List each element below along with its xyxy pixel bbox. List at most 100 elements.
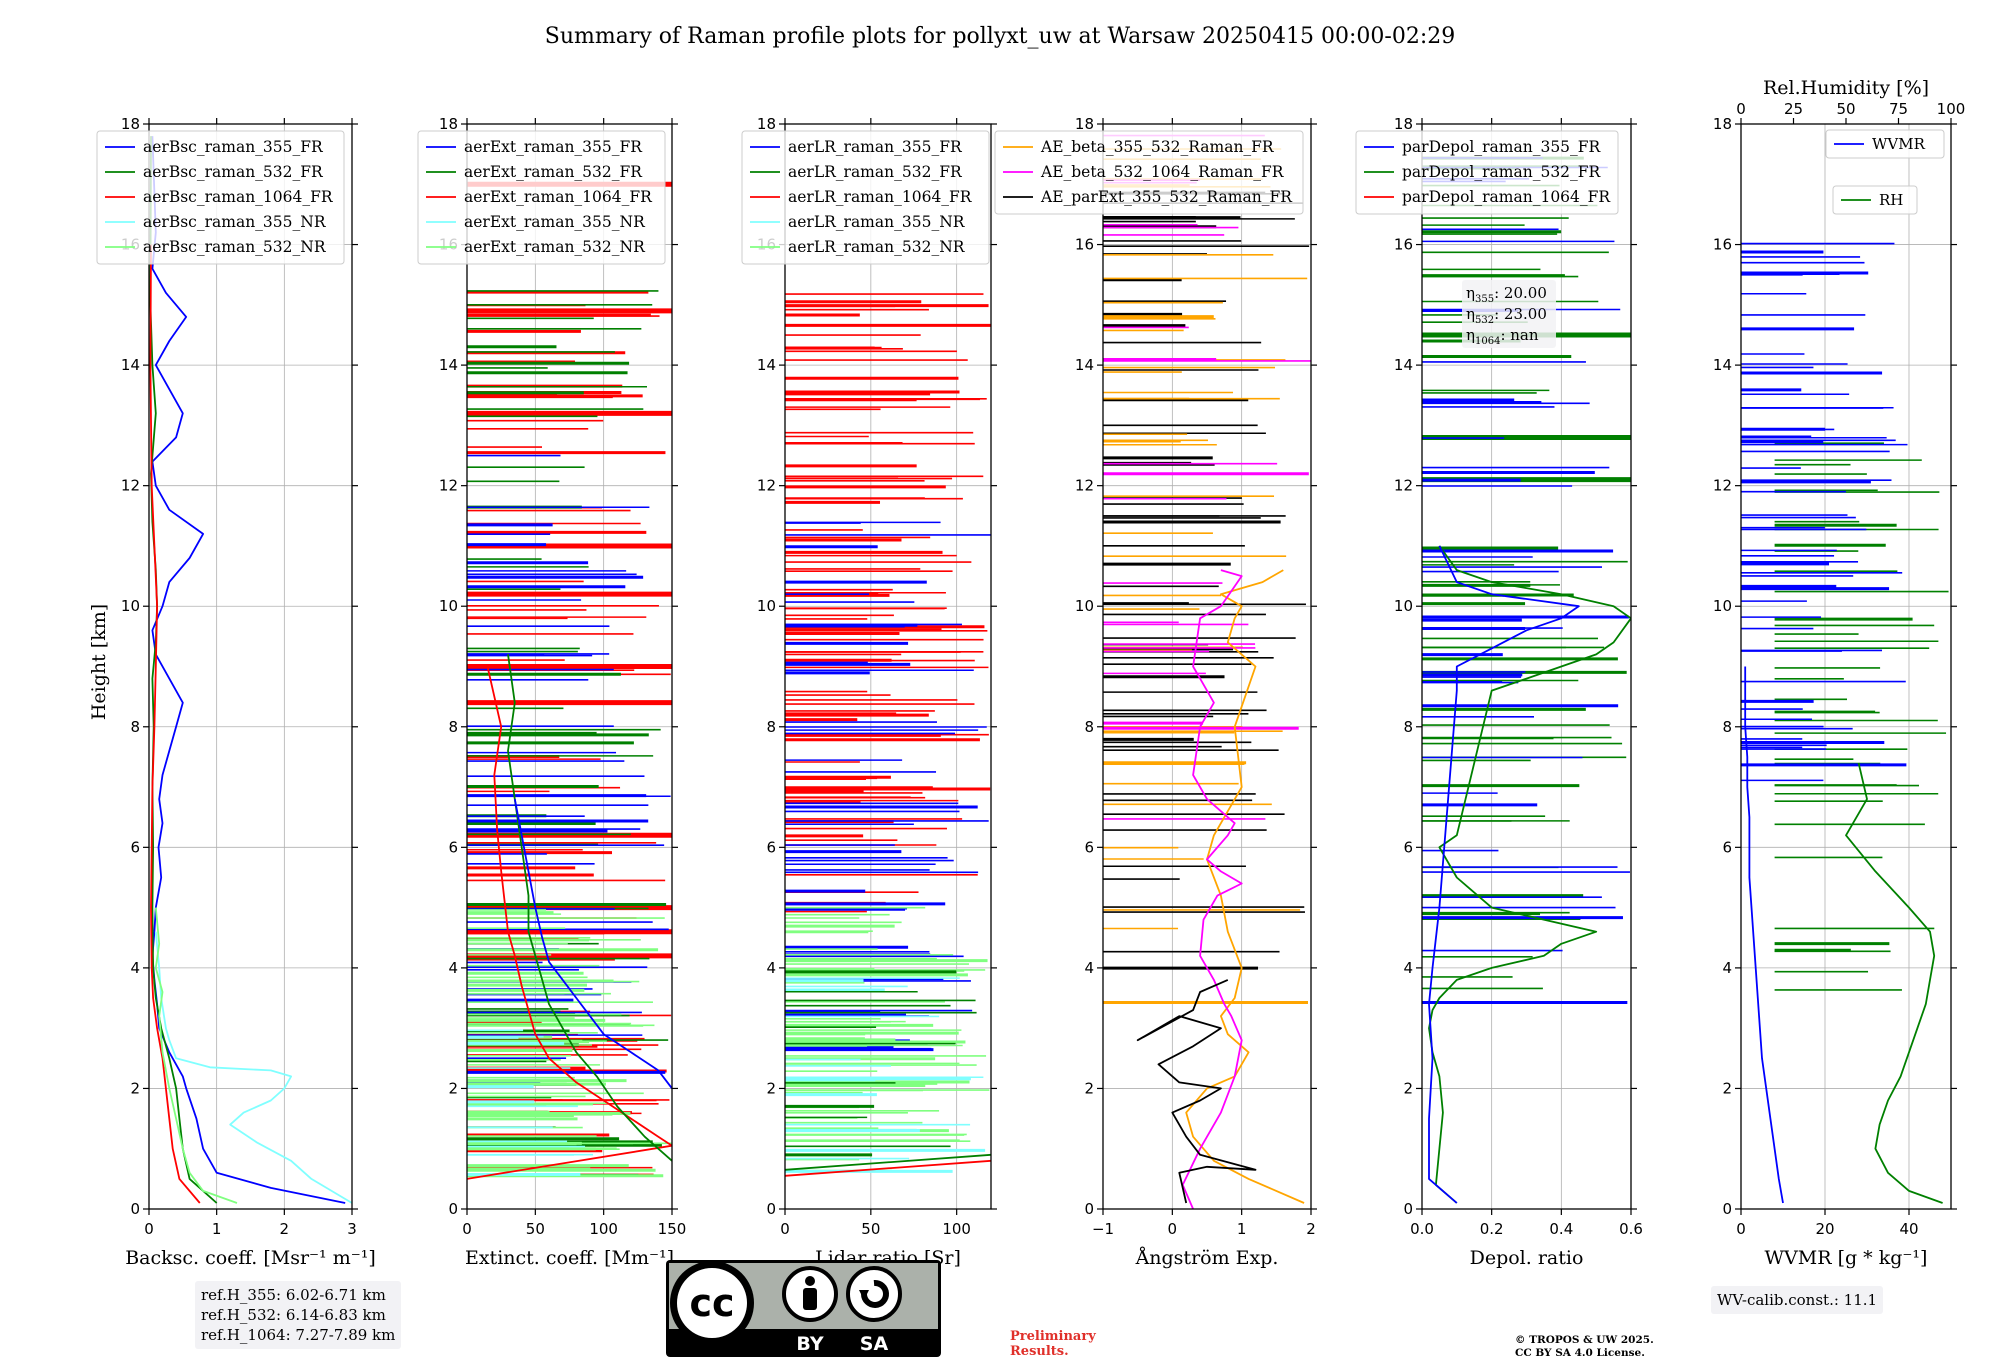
y-tick-label: 14: [1394, 356, 1413, 374]
y-tick-label: 0: [448, 1200, 458, 1218]
panel-2: 050100150024681012141618Extinct. coeff. …: [417, 115, 687, 1269]
legend-label: AE_beta_532_1064_Raman_FR: [1040, 163, 1285, 181]
y-tick-label: 6: [766, 838, 776, 856]
x-tick-label: 2: [280, 1220, 290, 1238]
legend-box: [741, 130, 990, 265]
y-tick-label: 10: [1075, 597, 1094, 615]
y-tick-label: 8: [1722, 718, 1732, 736]
x-tick-label: 1: [212, 1220, 222, 1238]
y-tick-label: 2: [448, 1079, 458, 1097]
series-WVMR: [1744, 666, 1784, 1204]
series-aerBsc_raman_355_FR: [151, 136, 346, 1204]
y-tick-label: 18: [757, 115, 776, 133]
x-tick-label: 1: [1237, 1220, 1247, 1238]
y-tick-label: 4: [1084, 959, 1094, 977]
x-axis-label: Extinct. coeff. [Mm⁻¹]: [465, 1247, 674, 1269]
series-AE_parExt_355_532_Raman_FR: [1136, 979, 1257, 1204]
x-tick-label: 0.2: [1480, 1220, 1504, 1238]
y-tick-label: 2: [1403, 1079, 1413, 1097]
series-aerBsc_raman_355_NR: [154, 931, 352, 1204]
legend-label: aerLR_raman_355_NR: [788, 213, 966, 231]
y-tick-label: 0: [130, 1200, 140, 1218]
legend-box: [96, 130, 345, 265]
y-tick-label: 14: [439, 356, 458, 374]
legend-box: [1825, 129, 1945, 159]
legend-box: [1832, 185, 1918, 215]
legend-label: aerBsc_raman_532_NR: [143, 238, 327, 256]
y-tick-label: 10: [757, 597, 776, 615]
y-tick-label: 6: [1403, 838, 1413, 856]
legend-rh: RH: [1832, 185, 1918, 215]
y-tick-label: 12: [1713, 477, 1732, 495]
y-tick-label: 2: [130, 1079, 140, 1097]
x-axis-label: WVMR [g * kg⁻¹]: [1765, 1247, 1928, 1269]
series-AE_beta_355_532_Raman_FR: [1185, 569, 1305, 1204]
series-aerLR_raman_1064_FR: [785, 1159, 991, 1177]
legend-label: WVMR: [1872, 135, 1926, 153]
y-tick-label: 6: [1084, 838, 1094, 856]
top-x-tick-label: 25: [1784, 100, 1803, 118]
y-tick-label: 8: [448, 718, 458, 736]
x-axis-label: Depol. ratio: [1470, 1247, 1584, 1269]
y-tick-label: 8: [1403, 718, 1413, 736]
legend-wvmr: WVMR: [1825, 129, 1945, 159]
x-tick-label: 3: [347, 1220, 357, 1238]
x-axis-label: Ångström Exp.: [1135, 1247, 1279, 1269]
x-tick-label: 20: [1815, 1220, 1834, 1238]
legend-label: aerLR_raman_355_FR: [788, 138, 963, 156]
ref-height-532: ref.H_532: 6.14-6.83 km: [201, 1306, 386, 1324]
legend: aerBsc_raman_355_FR aerBsc_raman_532_FRae…: [96, 130, 345, 265]
x-tick-label: 40: [1899, 1220, 1918, 1238]
sa-share-alike-icon: [846, 1266, 902, 1322]
preliminary-results-note: Preliminary Results.: [1010, 1329, 1096, 1359]
x-tick-label: 0.0: [1410, 1220, 1434, 1238]
panel-3: 050100024681012141618Lidar ratio [Sr]aer…: [741, 115, 997, 1269]
series-parDepol_raman_355_FR: [1428, 545, 1580, 1204]
y-tick-label: 10: [121, 597, 140, 615]
x-tick-label: 100: [942, 1220, 971, 1238]
y-tick-label: 0: [1084, 1200, 1094, 1218]
y-tick-label: 4: [1722, 959, 1732, 977]
x-tick-label: 0.6: [1619, 1220, 1643, 1238]
y-tick-label: 10: [1394, 597, 1413, 615]
eta-1064: η1064: nan: [1466, 326, 1539, 347]
legend-label: aerLR_raman_532_NR: [788, 238, 966, 256]
plot-area: [149, 136, 352, 1204]
legend-label: aerExt_raman_1064_FR: [464, 188, 653, 206]
y-tick-label: 16: [1394, 236, 1413, 254]
plot-area: [1103, 134, 1311, 1209]
y-tick-label: 6: [1722, 838, 1732, 856]
y-tick-label: 2: [1722, 1079, 1732, 1097]
x-tick-label: 100: [589, 1220, 618, 1238]
legend-label: parDepol_raman_1064_FR: [1402, 188, 1611, 206]
y-tick-label: 16: [1713, 236, 1732, 254]
y-tick-label: 8: [130, 718, 140, 736]
legend-label: AE_beta_355_532_Raman_FR: [1040, 138, 1275, 156]
license-sa: SA: [860, 1333, 889, 1355]
y-tick-label: 18: [1713, 115, 1732, 133]
x-tick-label: 0: [1736, 1220, 1746, 1238]
x-tick-label: 50: [861, 1220, 880, 1238]
y-tick-label: 4: [1403, 959, 1413, 977]
x-axis-label: Backsc. coeff. [Msr⁻¹ m⁻¹]: [125, 1247, 376, 1269]
ref-height-1064: ref.H_1064: 7.27-7.89 km: [201, 1326, 396, 1344]
x-tick-label: 0: [1168, 1220, 1178, 1238]
y-tick-label: 0: [1722, 1200, 1732, 1218]
series-aerExt_raman_532_FR: [507, 654, 672, 1162]
legend-label: aerBsc_raman_532_FR: [143, 163, 324, 181]
series-aerExt_raman_355_FR: [513, 798, 672, 1089]
reference-height-box: ref.H_355: 6.02-6.71 km ref.H_532: 6.14-…: [195, 1281, 402, 1349]
legend-box: [994, 130, 1304, 215]
copyright-line1: © TROPOS & UW 2025.: [1515, 1334, 1654, 1346]
plot-area: [1422, 156, 1631, 1204]
y-tick-label: 12: [757, 477, 776, 495]
y-tick-label: 18: [1075, 115, 1094, 133]
legend-label: aerLR_raman_1064_FR: [788, 188, 973, 206]
panel-6: 0 20 40 0 2 4 6 8 10 12 14 16 18 WVMR [g * kg⁻¹] 0 25 50…: [1713, 77, 1965, 1269]
y-tick-label: 8: [1084, 718, 1094, 736]
y-tick-label: 0: [766, 1200, 776, 1218]
x-tick-label: 150: [658, 1220, 687, 1238]
legend-label: aerLR_raman_532_FR: [788, 163, 963, 181]
